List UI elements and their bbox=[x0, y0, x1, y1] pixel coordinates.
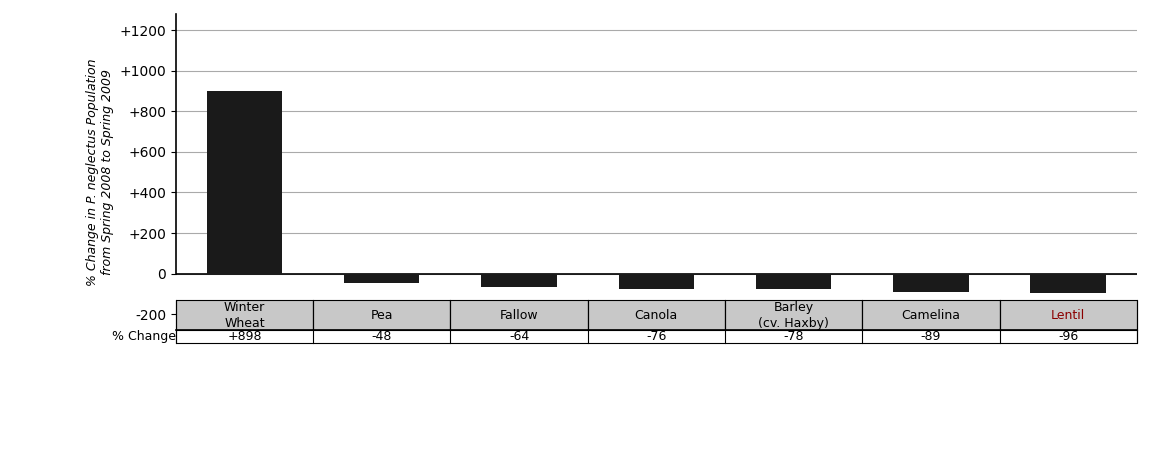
Text: Canola: Canola bbox=[635, 309, 677, 322]
Bar bbox=[1000, 300, 1137, 330]
Bar bbox=[206, 91, 282, 274]
Text: Fallow: Fallow bbox=[499, 309, 538, 322]
Bar bbox=[176, 300, 313, 330]
Text: -64: -64 bbox=[509, 330, 529, 343]
Bar bbox=[345, 274, 420, 283]
Y-axis label: % Change in P. neglectus Population
from Spring 2008 to Spring 2009: % Change in P. neglectus Population from… bbox=[86, 58, 114, 286]
Text: Pea: Pea bbox=[370, 309, 393, 322]
Text: Camelina: Camelina bbox=[901, 309, 960, 322]
Bar bbox=[313, 300, 450, 330]
Bar bbox=[482, 274, 557, 286]
Bar bbox=[619, 274, 694, 289]
Bar bbox=[893, 274, 968, 292]
Bar bbox=[725, 300, 863, 330]
Text: -78: -78 bbox=[783, 330, 804, 343]
Bar bbox=[1030, 274, 1106, 293]
Text: -89: -89 bbox=[921, 330, 941, 343]
Bar bbox=[176, 330, 1137, 343]
Text: % Change: % Change bbox=[111, 330, 176, 343]
Text: Lentil: Lentil bbox=[1051, 309, 1085, 322]
Text: Barley
(cv. Haxby): Barley (cv. Haxby) bbox=[758, 301, 829, 330]
Bar bbox=[587, 300, 725, 330]
Text: Winter
Wheat: Winter Wheat bbox=[224, 301, 265, 330]
Bar bbox=[863, 300, 1000, 330]
Text: +898: +898 bbox=[227, 330, 261, 343]
Text: -76: -76 bbox=[646, 330, 667, 343]
Text: -48: -48 bbox=[372, 330, 391, 343]
Bar bbox=[450, 300, 587, 330]
Bar bbox=[756, 274, 831, 290]
Text: -96: -96 bbox=[1058, 330, 1078, 343]
